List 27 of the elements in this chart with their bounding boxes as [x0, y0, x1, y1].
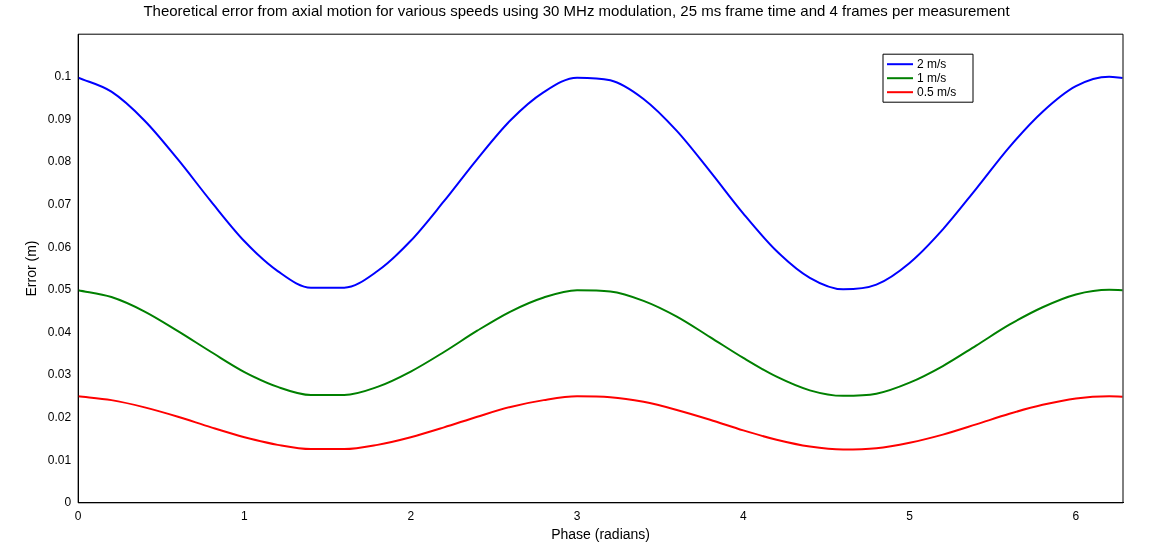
x-tick-label: 4: [739, 509, 747, 524]
y-tick-label: 0.09: [47, 111, 72, 126]
y-tick-label: 0.08: [47, 154, 72, 169]
y-tick-label: 0.05: [47, 282, 72, 297]
y-tick-label: 0.01: [47, 452, 72, 467]
x-tick-label: 2: [407, 509, 415, 524]
x-tick-label: 6: [1072, 509, 1080, 524]
y-tick-label: 0.02: [47, 409, 72, 424]
chart-title: Theoretical error from axial motion for various speeds using 30 MHz modulation, 25 ms frame time and 4 frames per measurement: [142, 2, 1011, 19]
x-tick-label: 5: [906, 509, 914, 524]
legend-label: 1 m/s: [917, 70, 947, 85]
legend-label: 2 m/s: [917, 56, 947, 71]
line-series: [78, 288, 1123, 397]
y-tick-label: 0.1: [54, 69, 72, 84]
y-tick-label: 0.04: [47, 324, 72, 339]
x-axis-title: Phase (radians): [551, 526, 650, 543]
x-tick-label: 1: [241, 509, 249, 524]
line-series: [78, 395, 1123, 451]
y-tick-label: 0.06: [47, 239, 72, 254]
x-tick-label: 3: [573, 509, 581, 524]
y-axis-title: Error (m): [23, 240, 40, 297]
y-tick-label: 0: [64, 495, 72, 510]
line-series: [78, 75, 1123, 291]
legend-label: 0.5 m/s: [917, 84, 957, 99]
y-tick-label: 0.07: [47, 196, 72, 211]
y-tick-label: 0.03: [47, 367, 72, 382]
x-tick-label: 0: [74, 509, 82, 524]
